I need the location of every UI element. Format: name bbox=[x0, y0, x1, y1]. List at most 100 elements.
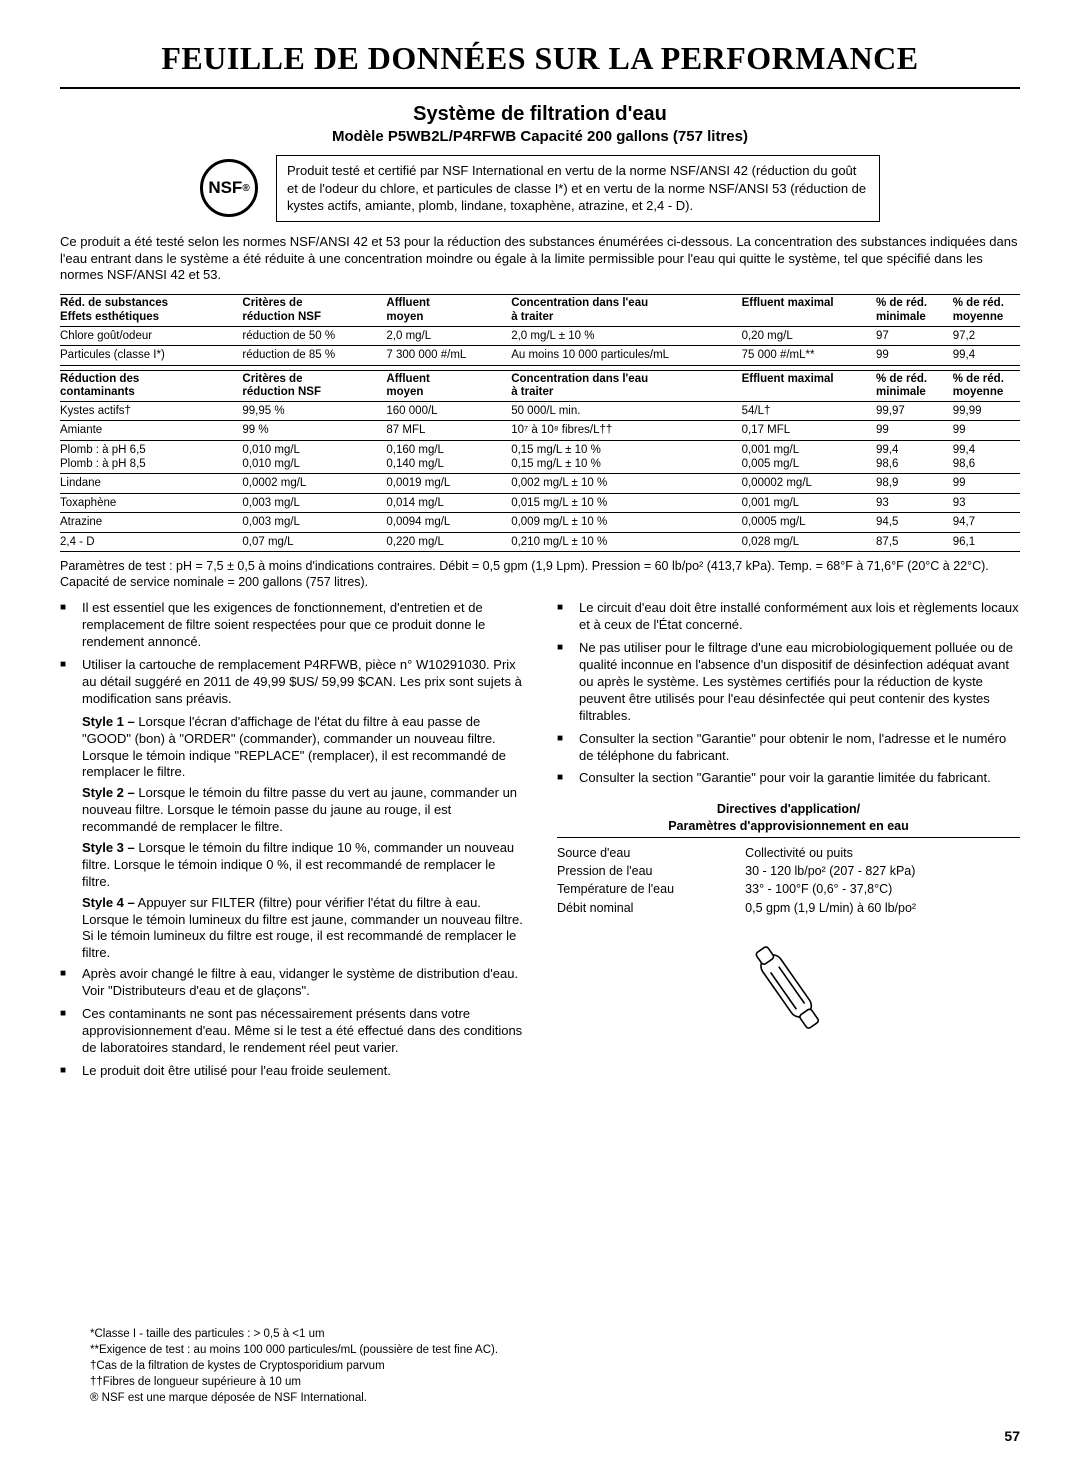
table-cell: Plomb : à pH 6,5Plomb : à pH 8,5 bbox=[60, 440, 242, 474]
test-parameters: Paramètres de test : pH = 7,5 ± 0,5 à mo… bbox=[60, 558, 1020, 591]
table-cell: 99,498,6 bbox=[876, 440, 953, 474]
table-row: Particules (classe I*)réduction de 85 %7… bbox=[60, 346, 1020, 365]
list-item: Le produit doit être utilisé pour l'eau … bbox=[60, 1063, 523, 1080]
table-cell: 99,99 bbox=[953, 401, 1020, 420]
table-cell: 87 MFL bbox=[386, 421, 511, 440]
footnote-line: **Exigence de test : au moins 100 000 pa… bbox=[90, 1342, 1020, 1358]
table-cell: 0,002 mg/L ± 10 % bbox=[511, 474, 741, 493]
table-cell: Toxaphène bbox=[60, 493, 242, 512]
table-cell: 0,010 mg/L0,010 mg/L bbox=[242, 440, 386, 474]
table-cell: 0,001 mg/L0,005 mg/L bbox=[742, 440, 876, 474]
table-cell: 94,5 bbox=[876, 513, 953, 532]
list-item: Après avoir changé le filtre à eau, vida… bbox=[60, 966, 523, 1000]
table-header: Réduction descontaminants bbox=[60, 370, 242, 401]
table-header: % de réd.minimale bbox=[876, 370, 953, 401]
table-cell: réduction de 50 % bbox=[242, 326, 386, 345]
left-column: Il est essentiel que les exigences de fo… bbox=[60, 600, 523, 1085]
two-column-notes: Il est essentiel que les exigences de fo… bbox=[60, 600, 1020, 1085]
footnote-line: ® NSF est une marque déposée de NSF Inte… bbox=[90, 1390, 1020, 1406]
table-header: Affluentmoyen bbox=[386, 370, 511, 401]
table-cell: 0,0019 mg/L bbox=[386, 474, 511, 493]
table-header: Concentration dans l'eauà traiter bbox=[511, 295, 741, 326]
nsf-label: NSF bbox=[208, 178, 242, 198]
table-cell: 99 bbox=[876, 421, 953, 440]
table-cell: Collectivité ou puits bbox=[745, 844, 1020, 862]
table-row: Température de l'eau33° - 100°F (0,6° - … bbox=[557, 880, 1020, 898]
table-cell: 160 000/L bbox=[386, 401, 511, 420]
list-item: Consulter la section "Garantie" pour obt… bbox=[557, 731, 1020, 765]
table-cell: 98,9 bbox=[876, 474, 953, 493]
left-bullet-list: Il est essentiel que les exigences de fo… bbox=[60, 600, 523, 1079]
table-cell: 97,2 bbox=[953, 326, 1020, 345]
table-cell: 0,015 mg/L ± 10 % bbox=[511, 493, 741, 512]
footnote-line: †Cas de la filtration de kystes de Crypt… bbox=[90, 1358, 1020, 1374]
list-item: Utiliser la cartouche de remplacement P4… bbox=[60, 657, 523, 708]
table-cell: Débit nominal bbox=[557, 899, 745, 917]
table-cell: Lindane bbox=[60, 474, 242, 493]
table-cell: Particules (classe I*) bbox=[60, 346, 242, 365]
table-cell: 54/L† bbox=[742, 401, 876, 420]
table-row: Source d'eauCollectivité ou puits bbox=[557, 844, 1020, 862]
table-header: % de réd.minimale bbox=[876, 295, 953, 326]
table-row: Lindane0,0002 mg/L0,0019 mg/L0,002 mg/L … bbox=[60, 474, 1020, 493]
table-row: Débit nominal0,5 gpm (1,9 L/min) à 60 lb… bbox=[557, 899, 1020, 917]
intro-paragraph: Ce produit a été testé selon les normes … bbox=[60, 234, 1020, 285]
certification-row: NSF® Produit testé et certifié par NSF I… bbox=[60, 155, 1020, 222]
table-cell: 0,003 mg/L bbox=[242, 513, 386, 532]
table-header: Effluent maximal bbox=[742, 295, 876, 326]
directives-heading: Directives d'application/Paramètres d'ap… bbox=[557, 801, 1020, 838]
table-cell: 10⁷ à 10⁸ fibres/L†† bbox=[511, 421, 741, 440]
style-note: Style 3 – Lorsque le témoin du filtre in… bbox=[82, 840, 523, 891]
table-cell: 33° - 100°F (0,6° - 37,8°C) bbox=[745, 880, 1020, 898]
right-bullet-list: Le circuit d'eau doit être installé conf… bbox=[557, 600, 1020, 787]
table-cell: 50 000/L min. bbox=[511, 401, 741, 420]
table-cell: réduction de 85 % bbox=[242, 346, 386, 365]
table-cell: 99 bbox=[953, 474, 1020, 493]
table-cell: 99 bbox=[953, 421, 1020, 440]
right-column: Le circuit d'eau doit être installé conf… bbox=[557, 600, 1020, 1085]
table-cell: 99 bbox=[876, 346, 953, 365]
table-row: Kystes actifs†99,95 %160 000/L50 000/L m… bbox=[60, 401, 1020, 420]
list-item: Le circuit d'eau doit être installé conf… bbox=[557, 600, 1020, 634]
table-cell: 0,0094 mg/L bbox=[386, 513, 511, 532]
table-header: % de réd.moyenne bbox=[953, 295, 1020, 326]
certification-text: Produit testé et certifié par NSF Intern… bbox=[276, 155, 880, 222]
table-cell: 0,20 mg/L bbox=[742, 326, 876, 345]
table-cell: 94,7 bbox=[953, 513, 1020, 532]
table-cell: 99 % bbox=[242, 421, 386, 440]
table-cell: 93 bbox=[876, 493, 953, 512]
table-cell: Pression de l'eau bbox=[557, 862, 745, 880]
table-cell: 0,220 mg/L bbox=[386, 532, 511, 551]
table-row: Atrazine0,003 mg/L0,0094 mg/L0,009 mg/L … bbox=[60, 513, 1020, 532]
table-header: Réd. de substancesEffets esthétiques bbox=[60, 295, 242, 326]
table-cell: Au moins 10 000 particules/mL bbox=[511, 346, 741, 365]
footnote-line: ††Fibres de longueur supérieure à 10 um bbox=[90, 1374, 1020, 1390]
table-cell: 2,0 mg/L bbox=[386, 326, 511, 345]
table-cell: 2,4 - D bbox=[60, 532, 242, 551]
table-cell: 0,003 mg/L bbox=[242, 493, 386, 512]
table-cell: 93 bbox=[953, 493, 1020, 512]
table-row: Pression de l'eau30 - 120 lb/po² (207 - … bbox=[557, 862, 1020, 880]
table-row: Chlore goût/odeurréduction de 50 %2,0 mg… bbox=[60, 326, 1020, 345]
table-cell: 0,15 mg/L ± 10 %0,15 mg/L ± 10 % bbox=[511, 440, 741, 474]
table-cell: 87,5 bbox=[876, 532, 953, 551]
nsf-badge-icon: NSF® bbox=[200, 159, 258, 217]
table-cell: 99,4 bbox=[953, 346, 1020, 365]
table-cell: 0,07 mg/L bbox=[242, 532, 386, 551]
table-cell: 99,498,6 bbox=[953, 440, 1020, 474]
table-cell: 0,210 mg/L ± 10 % bbox=[511, 532, 741, 551]
table-cell: 0,160 mg/L0,140 mg/L bbox=[386, 440, 511, 474]
table-cell: Atrazine bbox=[60, 513, 242, 532]
subtitle: Système de filtration d'eau bbox=[60, 103, 1020, 126]
table-header: Critères deréduction NSF bbox=[242, 370, 386, 401]
style-note: Style 1 – Lorsque l'écran d'affichage de… bbox=[82, 714, 523, 782]
list-item: Ne pas utiliser pour le filtrage d'une e… bbox=[557, 640, 1020, 724]
footnotes: *Classe I - taille des particules : > 0,… bbox=[60, 1326, 1020, 1406]
page-title: FEUILLE DE DONNÉES SUR LA PERFORMANCE bbox=[60, 40, 1020, 77]
model-line: Modèle P5WB2L/P4RFWB Capacité 200 gallon… bbox=[60, 128, 1020, 145]
table-cell: 0,0002 mg/L bbox=[242, 474, 386, 493]
table-cell: 7 300 000 #/mL bbox=[386, 346, 511, 365]
table-cell: 2,0 mg/L ± 10 % bbox=[511, 326, 741, 345]
table-cell: 75 000 #/mL** bbox=[742, 346, 876, 365]
table-row: Toxaphène0,003 mg/L0,014 mg/L0,015 mg/L … bbox=[60, 493, 1020, 512]
